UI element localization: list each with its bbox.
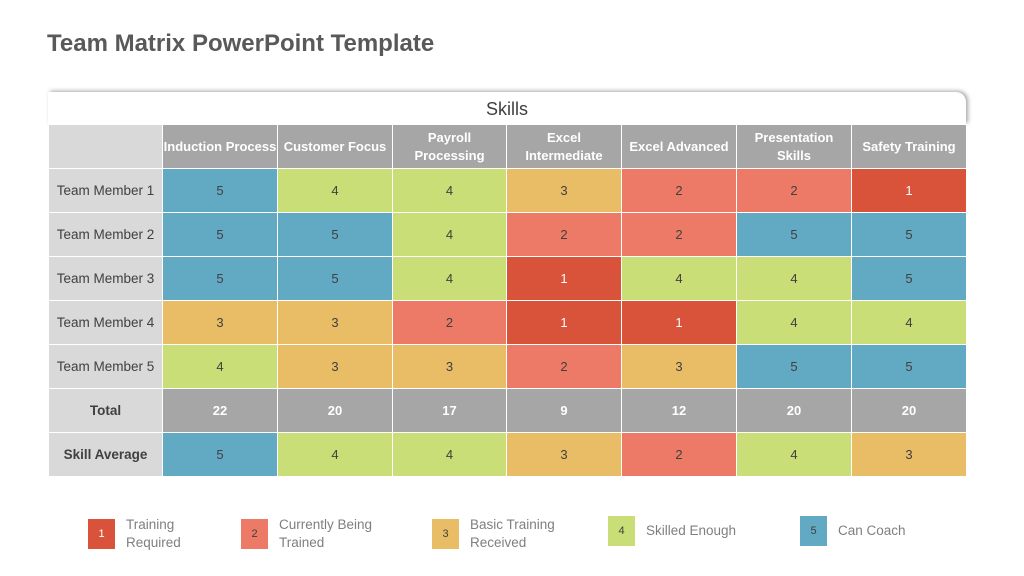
legend-swatch: 3 <box>432 519 459 549</box>
skill-cell: 2 <box>621 212 737 257</box>
skill-cell: 5 <box>277 212 393 257</box>
skill-cell: 3 <box>506 168 622 213</box>
skill-cell: 1 <box>851 168 967 213</box>
row-label: Team Member 3 <box>48 256 163 301</box>
skill-cell: 5 <box>162 256 278 301</box>
row-label: Team Member 1 <box>48 168 163 213</box>
skill-cell: 5 <box>162 432 278 477</box>
skill-cell: 2 <box>621 432 737 477</box>
slide-title: Team Matrix PowerPoint Template <box>47 30 435 57</box>
legend-item: 2 Currently Being Trained <box>241 516 384 552</box>
column-header: Payroll Processing <box>392 124 507 169</box>
skill-cell: 4 <box>736 300 852 345</box>
legend-label: Training Required <box>126 517 181 550</box>
skill-cell: 5 <box>277 256 393 301</box>
skill-cell: 2 <box>736 168 852 213</box>
skill-cell: 5 <box>162 168 278 213</box>
table-row: Skill Average 5 4 4 3 2 4 3 <box>48 432 967 477</box>
column-header: Customer Focus <box>277 124 393 169</box>
skill-cell: 4 <box>392 256 507 301</box>
skill-cell: 3 <box>162 300 278 345</box>
skill-cell: 2 <box>621 168 737 213</box>
skill-cell: 4 <box>277 432 393 477</box>
skill-cell: 5 <box>162 212 278 257</box>
legend-label: Basic Training Received <box>470 517 555 550</box>
legend-label: Skilled Enough <box>646 523 737 538</box>
skill-cell: 4 <box>736 432 852 477</box>
skill-cell: 5 <box>736 212 852 257</box>
legend-item: 3 Basic Training Received <box>432 516 565 552</box>
skill-cell: 2 <box>506 344 622 389</box>
row-label: Team Member 5 <box>48 344 163 389</box>
skill-cell: 3 <box>506 432 622 477</box>
legend-swatch: 1 <box>88 519 115 549</box>
total-cell: 20 <box>736 388 852 433</box>
legend-item: 5 Can Coach <box>800 516 958 546</box>
skill-cell: 4 <box>392 432 507 477</box>
row-label: Total <box>48 388 163 433</box>
skill-cell: 5 <box>851 212 967 257</box>
skill-cell: 5 <box>851 256 967 301</box>
legend-swatch: 5 <box>800 516 827 546</box>
column-header: Excel Intermediate <box>506 124 622 169</box>
skill-cell: 1 <box>506 300 622 345</box>
row-label: Skill Average <box>48 432 163 477</box>
column-header: Induction Process <box>162 124 278 169</box>
skill-cell: 3 <box>277 344 393 389</box>
column-header: Presentation Skills <box>736 124 852 169</box>
skill-cell: 1 <box>506 256 622 301</box>
skill-cell: 4 <box>277 168 393 213</box>
legend-swatch: 4 <box>608 516 635 546</box>
skill-cell: 5 <box>736 344 852 389</box>
skill-cell: 5 <box>851 344 967 389</box>
skill-cell: 3 <box>851 432 967 477</box>
skills-header-tab: Skills <box>48 92 966 124</box>
skill-cell: 4 <box>851 300 967 345</box>
skill-cell: 4 <box>392 168 507 213</box>
total-cell: 12 <box>621 388 737 433</box>
skill-cell: 2 <box>506 212 622 257</box>
skill-cell: 4 <box>392 212 507 257</box>
skill-cell: 1 <box>621 300 737 345</box>
corner-cell <box>48 124 163 169</box>
total-cell: 9 <box>506 388 622 433</box>
skill-cell: 3 <box>621 344 737 389</box>
legend-label: Currently Being Trained <box>279 517 373 550</box>
team-matrix-table: Induction Process Customer Focus Payroll P… <box>48 124 967 477</box>
legend-item: 4 Skilled Enough <box>608 516 766 546</box>
total-cell: 22 <box>162 388 278 433</box>
skill-cell: 3 <box>392 344 507 389</box>
skill-cell: 4 <box>162 344 278 389</box>
column-header: Excel Advanced <box>621 124 737 169</box>
legend-swatch: 2 <box>241 519 268 549</box>
row-label: Team Member 4 <box>48 300 163 345</box>
skill-cell: 3 <box>277 300 393 345</box>
total-cell: 20 <box>277 388 393 433</box>
column-header: Safety Training <box>851 124 967 169</box>
legend-label: Can Coach <box>838 523 906 538</box>
skill-cell: 2 <box>392 300 507 345</box>
legend-item: 1 Training Required <box>88 516 186 552</box>
table-row: Total 22 20 17 9 12 20 20 <box>48 388 967 433</box>
skill-cell: 4 <box>736 256 852 301</box>
total-cell: 17 <box>392 388 507 433</box>
skill-cell: 4 <box>621 256 737 301</box>
row-label: Team Member 2 <box>48 212 163 257</box>
total-cell: 20 <box>851 388 967 433</box>
